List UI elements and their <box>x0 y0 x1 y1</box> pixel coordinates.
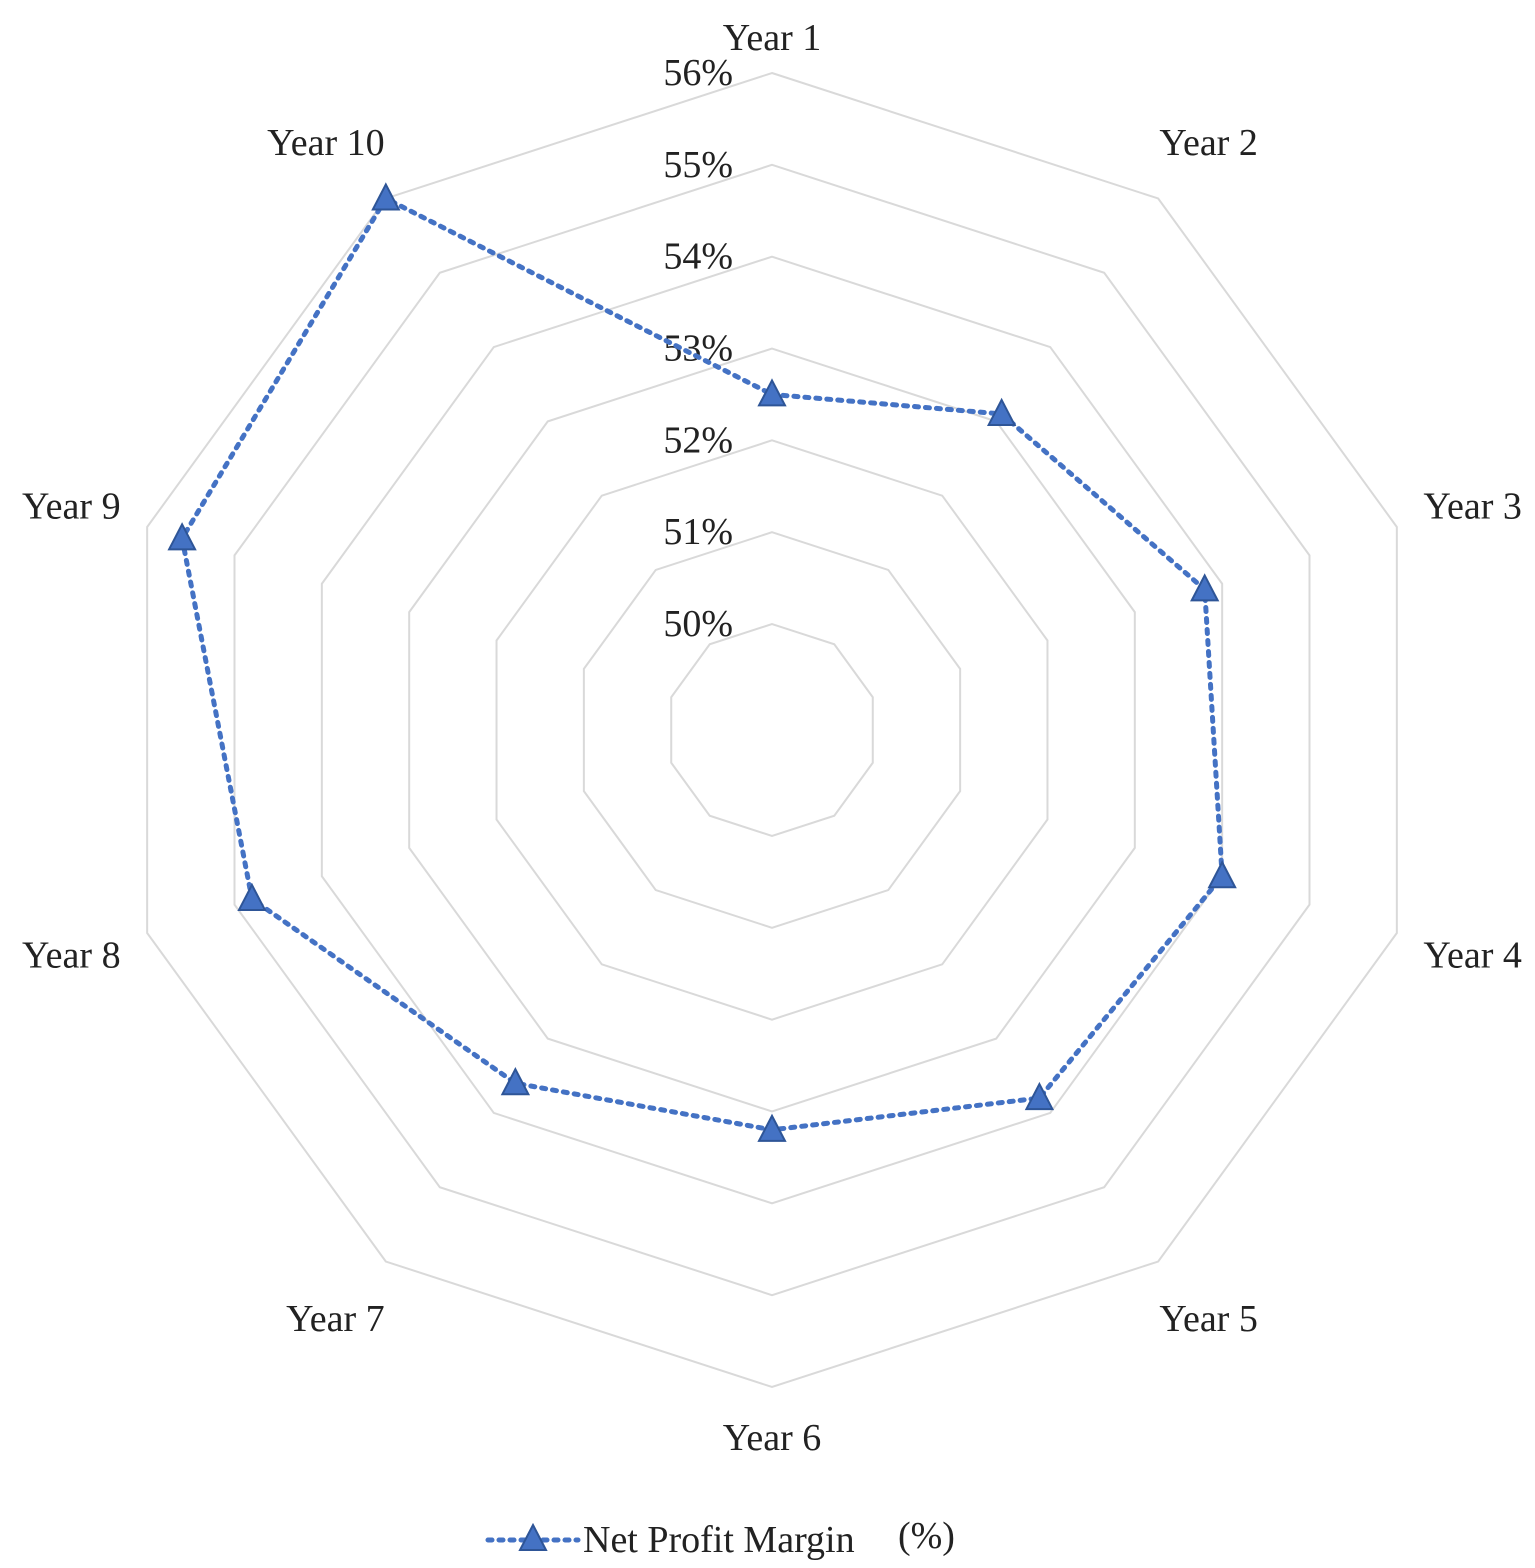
data-point-year-5 <box>1024 1081 1055 1111</box>
legend-triangle-marker <box>518 1522 548 1551</box>
category-label-year-4: Year 4 <box>1423 935 1522 977</box>
radar-grid <box>146 71 1398 1389</box>
data-point-year-6 <box>757 1113 787 1142</box>
tick-label-55pct: 55% <box>663 144 733 186</box>
data-point-year-1 <box>757 378 787 407</box>
tick-label-52pct: 52% <box>663 419 733 461</box>
data-point-year-8 <box>237 882 267 911</box>
grid-ring-3 <box>408 347 1136 1113</box>
tick-label-56pct: 56% <box>663 52 733 94</box>
category-labels: Year 1 Year 2 Year 3 Year 4 Year 5 Year 6 Year… <box>22 17 1522 1459</box>
grid-ring-6 <box>146 71 1398 1389</box>
category-label-year-5: Year 5 <box>1159 1298 1258 1340</box>
radial-axis-ticks: 50% 51% 52% 53% 54% 55% 56% <box>663 52 733 645</box>
category-label-year-1: Year 1 <box>723 17 822 59</box>
grid-ring-1 <box>582 531 962 929</box>
data-point-year-4 <box>1207 860 1237 889</box>
category-label-year-9: Year 9 <box>22 485 121 527</box>
grid-ring-2 <box>495 439 1049 1021</box>
category-label-year-8: Year 8 <box>22 935 121 977</box>
data-point-year-7 <box>500 1067 531 1096</box>
tick-label-51pct: 51% <box>663 511 733 553</box>
tick-label-50pct: 50% <box>663 603 733 645</box>
category-label-year-2: Year 2 <box>1159 122 1258 164</box>
legend-unit: (%) <box>898 1515 955 1557</box>
tick-label-54pct: 54% <box>663 236 733 278</box>
category-label-year-3: Year 3 <box>1423 485 1522 527</box>
grid-ring-4 <box>320 255 1224 1205</box>
data-point-year-3 <box>1190 573 1220 602</box>
category-label-year-10: Year 10 <box>267 122 385 164</box>
legend: Net Profit Margin (%) <box>485 1515 955 1561</box>
data-point-year-2 <box>986 397 1017 426</box>
tick-label-53pct: 53% <box>663 328 733 370</box>
category-label-year-7: Year 7 <box>286 1298 385 1340</box>
category-label-year-6: Year 6 <box>723 1417 822 1459</box>
grid-ring-0 <box>670 622 874 838</box>
data-point-year-9 <box>167 522 197 551</box>
legend-label: Net Profit Margin <box>583 1519 855 1561</box>
series-net-profit-margin <box>167 182 1237 1142</box>
grid-ring-5 <box>233 163 1311 1297</box>
data-point-year-10 <box>371 182 401 211</box>
